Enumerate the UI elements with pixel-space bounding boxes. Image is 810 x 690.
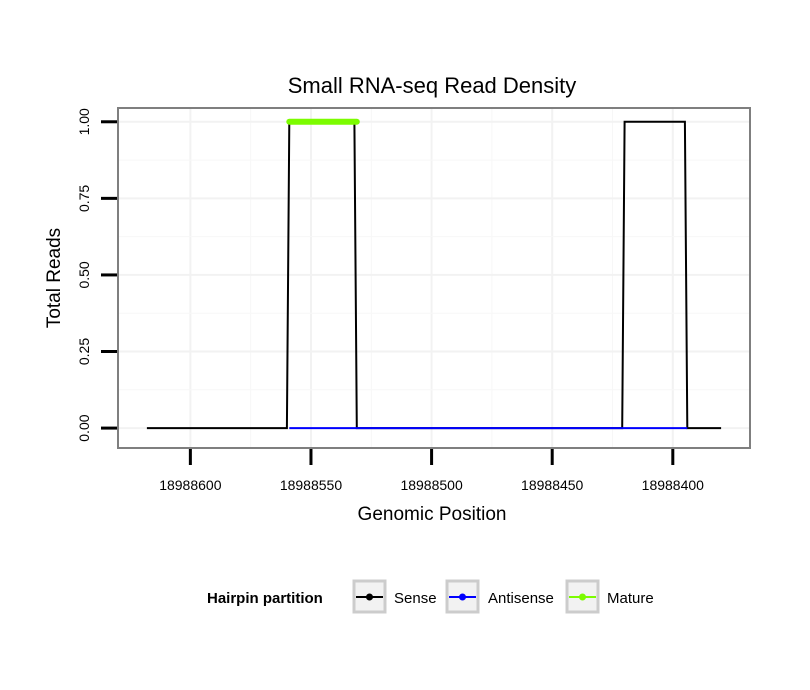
y-tick-label: 0.50: [76, 261, 92, 288]
x-axis: 18988600 18988550 18988500 18988450 18988400: [159, 449, 704, 493]
plot-panel: [117, 107, 751, 449]
chart-title: Small RNA-seq Read Density: [288, 73, 577, 98]
legend-title: Hairpin partition: [207, 590, 323, 607]
legend-key-point: [366, 593, 373, 601]
series-group: [146, 118, 722, 430]
x-tick-label: 18988450: [521, 477, 584, 493]
legend-label-antisense: Antisense: [488, 590, 554, 607]
y-axis: 0.00 0.25 0.50 0.75 1.00: [76, 108, 117, 442]
legend-label-sense: Sense: [394, 590, 437, 607]
x-tick-label: 18988500: [400, 477, 463, 493]
x-tick-label: 18988550: [280, 477, 343, 493]
y-tick-label: 0.00: [76, 414, 92, 441]
y-axis-title: Total Reads: [44, 228, 65, 328]
legend: Hairpin partition Sense Antisense Mature: [207, 579, 654, 614]
legend-label-mature: Mature: [607, 590, 654, 607]
x-axis-title: Genomic Position: [358, 504, 507, 525]
y-tick-label: 0.25: [76, 338, 92, 365]
y-tick-label: 0.75: [76, 185, 92, 212]
legend-key-point: [579, 593, 586, 601]
x-tick-label: 18988600: [159, 477, 222, 493]
x-tick-label: 18988400: [642, 477, 705, 493]
y-tick-label: 1.00: [76, 108, 92, 135]
legend-key-point: [459, 593, 466, 601]
